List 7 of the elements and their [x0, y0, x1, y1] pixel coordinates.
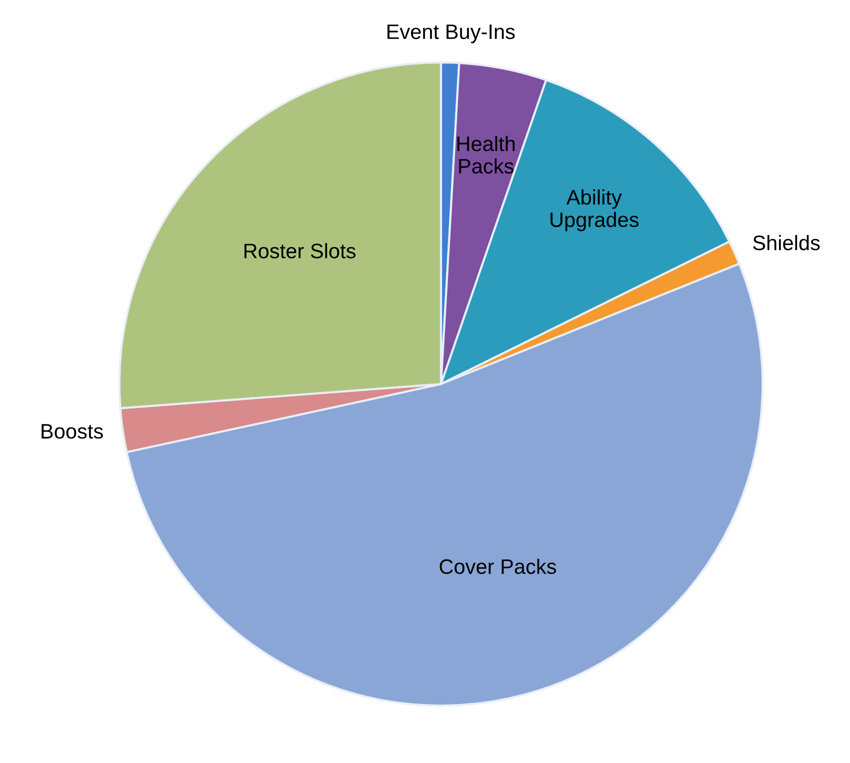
slice-label: Health Packs: [457, 136, 515, 174]
slice-label: Shields: [753, 234, 820, 250]
slice-label: Cover Packs: [440, 558, 556, 574]
slice-label: Roster Slots: [244, 243, 356, 258]
slice-label: Event Buy-Ins: [388, 24, 515, 44]
slice-label: Boosts: [42, 424, 103, 439]
slice-label: Ability Upgrades: [550, 189, 639, 232]
